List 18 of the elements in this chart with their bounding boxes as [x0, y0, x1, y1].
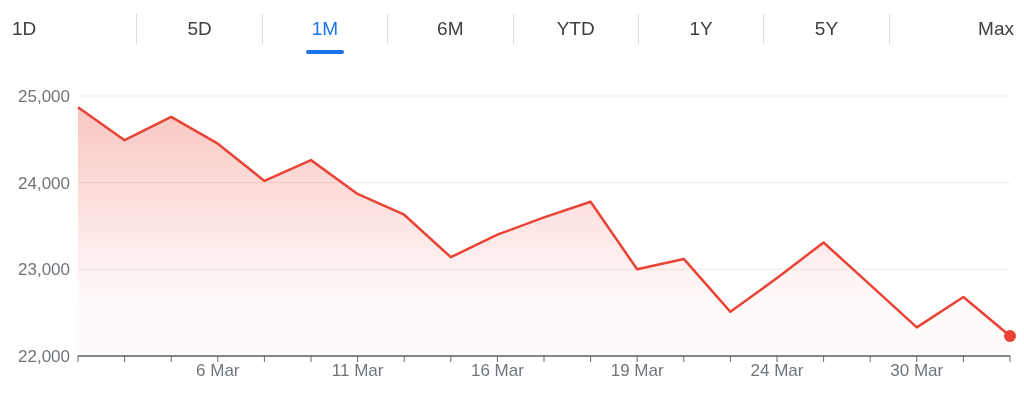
x-tick-label: 19 Mar [610, 361, 664, 381]
text: 1M [261, 14, 388, 44]
text: 5D [136, 14, 262, 44]
y-tick-label: 22,000 [18, 347, 70, 367]
x-tick-label: 6 Mar [196, 361, 240, 381]
text: 6M [387, 14, 513, 44]
y-tick-label: 25,000 [18, 87, 70, 107]
text: 1D [11, 17, 38, 41]
text: Max [888, 14, 1024, 44]
y-tick-label: 24,000 [18, 173, 70, 193]
x-tick-label: 24 Mar [750, 361, 804, 381]
text: 5Y [763, 14, 889, 44]
text: YTD [512, 14, 638, 44]
x-tick-label: 30 Mar [890, 361, 944, 381]
x-tick-label: 11 Mar [331, 361, 384, 381]
y-tick-label: 23,000 [18, 260, 70, 280]
text: 1Y [637, 14, 764, 44]
x-tick-label: 16 Mar [470, 361, 525, 381]
